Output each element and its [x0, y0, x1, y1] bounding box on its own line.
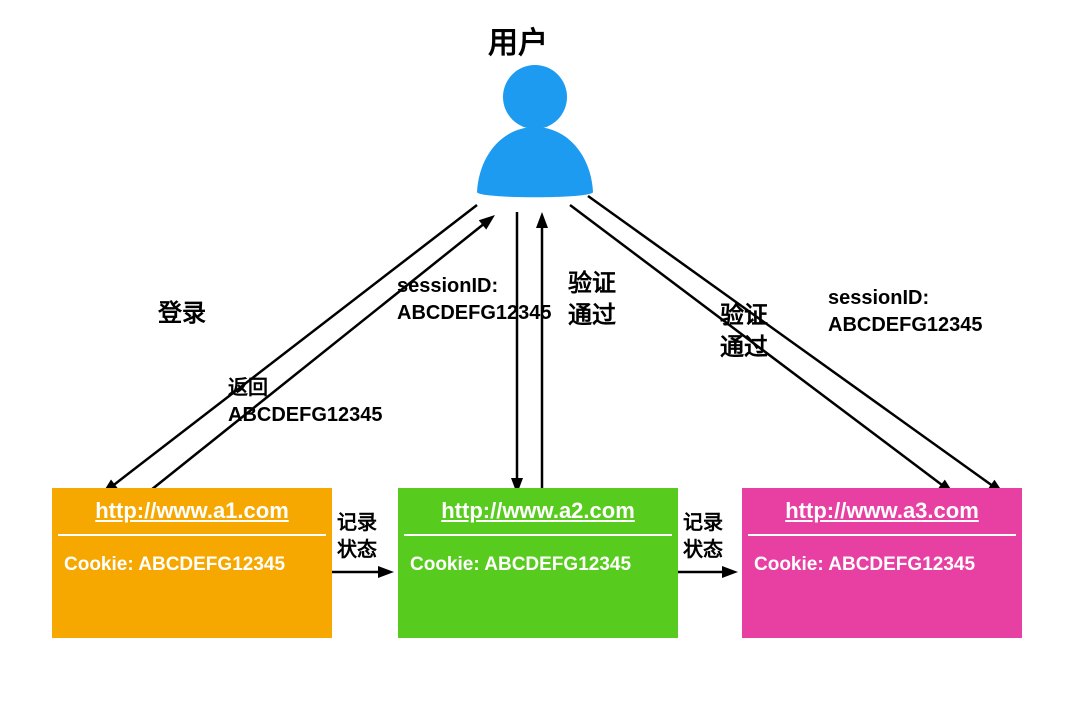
label-line: sessionID:	[397, 273, 552, 300]
label-return: 返回ABCDEFG12345	[228, 375, 383, 429]
arrow-a1-to-user	[146, 224, 484, 494]
server-cookie: Cookie: ABCDEFG12345	[398, 536, 678, 576]
user-icon	[474, 60, 596, 200]
label-line: ABCDEFG12345	[828, 312, 983, 339]
server-url: http://www.a3.com	[742, 488, 1022, 534]
server-cookie: Cookie: ABCDEFG12345	[52, 536, 332, 576]
label-sessionid_mid: sessionID:ABCDEFG12345	[397, 273, 552, 327]
label-line: ABCDEFG12345	[397, 300, 552, 327]
label-login: 登录	[158, 298, 206, 330]
label-verify_mid: 验证通过	[568, 268, 616, 333]
label-line: ABCDEFG12345	[228, 402, 383, 429]
server-a1: http://www.a1.comCookie: ABCDEFG12345	[52, 488, 332, 638]
label-line: 验证	[720, 300, 768, 332]
diagram-canvas: 用户 http://www.a1.comCookie: ABCDEFG12345…	[0, 0, 1080, 714]
label-sessionid_r: sessionID:ABCDEFG12345	[828, 285, 983, 339]
arrowhead-a1-to-user	[479, 215, 495, 230]
label-line: 登录	[158, 298, 206, 330]
label-line: 通过	[568, 300, 616, 332]
arrowhead-a2-to-a3	[722, 566, 738, 578]
diagram-title: 用户	[488, 18, 548, 62]
arrowhead-a2-to-user	[536, 212, 548, 228]
label-verify_right: 验证通过	[720, 300, 768, 365]
label-line: 记录	[683, 510, 723, 537]
server-a2: http://www.a2.comCookie: ABCDEFG12345	[398, 488, 678, 638]
label-record1: 记录状态	[337, 510, 377, 564]
label-line: 通过	[720, 332, 768, 364]
arrowhead-a1-to-a2	[378, 566, 394, 578]
label-record2: 记录状态	[683, 510, 723, 564]
server-url: http://www.a2.com	[398, 488, 678, 534]
label-line: 返回	[228, 375, 383, 402]
label-line: 状态	[337, 537, 377, 564]
arrow-user-to-a3-b	[588, 196, 992, 486]
label-line: sessionID:	[828, 285, 983, 312]
server-url: http://www.a1.com	[52, 488, 332, 534]
server-cookie: Cookie: ABCDEFG12345	[742, 536, 1022, 576]
label-line: 验证	[568, 268, 616, 300]
label-line: 记录	[337, 510, 377, 537]
server-a3: http://www.a3.comCookie: ABCDEFG12345	[742, 488, 1022, 638]
arrow-user-to-a1	[113, 205, 477, 485]
label-line: 状态	[683, 537, 723, 564]
